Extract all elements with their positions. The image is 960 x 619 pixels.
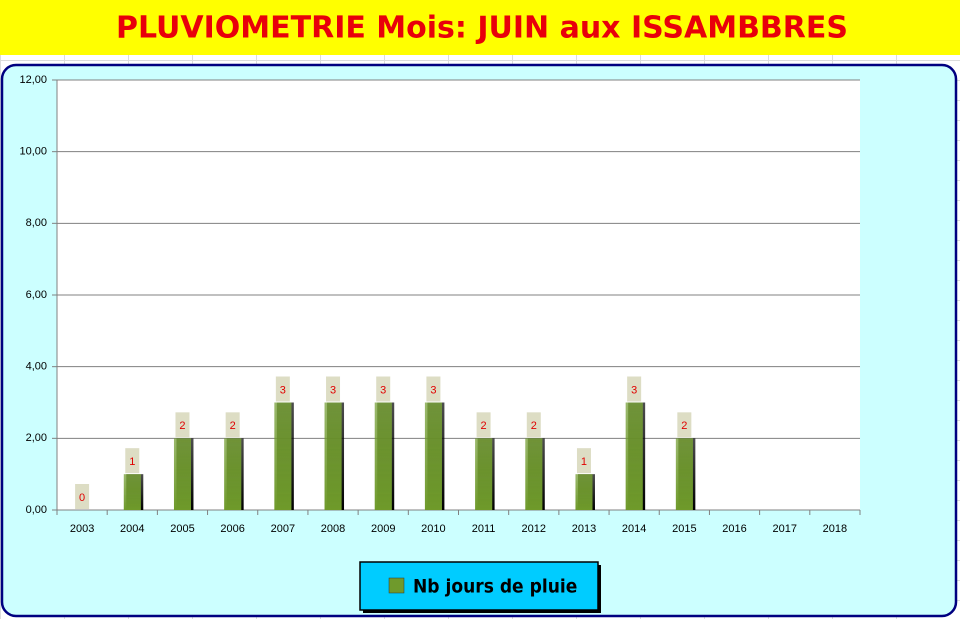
value-label: 3	[280, 384, 286, 396]
y-tick-label: 12,00	[19, 74, 47, 86]
value-label: 3	[631, 384, 637, 396]
value-label-box	[627, 376, 642, 402]
value-label: 2	[481, 420, 487, 432]
value-label: 2	[179, 420, 185, 432]
x-tick-label: 2013	[572, 523, 596, 535]
plot: 0,00 2,00 4,00 6,00 8,00 10,00 12,00 2003 0 2004 1…	[19, 74, 861, 535]
value-label-box	[476, 412, 491, 438]
title-bar	[0, 0, 960, 55]
bar	[374, 402, 392, 510]
y-tick-label: 6,00	[26, 289, 47, 301]
bar	[525, 438, 543, 510]
x-tick-label: 2006	[220, 523, 244, 535]
bar	[123, 474, 141, 510]
value-label: 1	[129, 456, 135, 468]
x-tick-label: 2016	[722, 523, 746, 535]
x-tick-label: 2009	[371, 523, 395, 535]
value-label: 2	[531, 420, 537, 432]
value-label-box	[175, 412, 190, 438]
value-label-box	[275, 376, 290, 402]
value-label-box	[125, 448, 140, 474]
x-tick-label: 2015	[672, 523, 696, 535]
bar	[475, 438, 493, 510]
x-tick-label: 2012	[522, 523, 546, 535]
value-label-box	[376, 376, 391, 402]
y-tick-label: 8,00	[26, 217, 47, 229]
value-label: 3	[380, 384, 386, 396]
value-label: 3	[330, 384, 336, 396]
x-tick-label: 2018	[823, 523, 847, 535]
bar	[173, 438, 191, 510]
legend-label: Nb jours de pluie	[413, 576, 577, 598]
value-label-box	[326, 376, 341, 402]
x-tick-label: 2011	[472, 523, 496, 535]
value-label: 3	[430, 384, 436, 396]
value-label-box	[576, 448, 591, 474]
x-tick-label: 2004	[120, 523, 144, 535]
x-tick-label: 2014	[622, 523, 646, 535]
x-tick-label: 2005	[170, 523, 194, 535]
value-label-box	[225, 412, 240, 438]
y-tick-label: 0,00	[26, 504, 47, 516]
y-tick-label: 10,00	[19, 146, 47, 158]
value-label: 1	[581, 456, 587, 468]
bar	[224, 438, 242, 510]
x-tick-label: 2017	[772, 523, 796, 535]
bar	[424, 402, 442, 510]
bar	[324, 402, 342, 510]
value-label: 0	[79, 492, 85, 504]
y-tick-label: 2,00	[26, 432, 47, 444]
value-label-box	[677, 412, 692, 438]
value-label-box	[75, 484, 90, 509]
x-tick-label: 2007	[271, 523, 295, 535]
bar	[625, 402, 643, 510]
x-tick-label: 2003	[70, 523, 94, 535]
value-label: 2	[230, 420, 236, 432]
y-tick-label: 4,00	[26, 361, 47, 373]
value-label: 2	[681, 420, 687, 432]
value-label-box	[426, 376, 441, 402]
value-label-box	[526, 412, 541, 438]
chart-title: PLUVIOMETRIE Mois: JUIN aux ISSAMBBRES	[116, 11, 848, 46]
x-tick-label: 2008	[321, 523, 345, 535]
bar	[274, 402, 292, 510]
legend-marker	[388, 577, 405, 594]
bar	[675, 438, 693, 510]
x-tick-label: 2010	[421, 523, 445, 535]
bar	[575, 474, 593, 510]
